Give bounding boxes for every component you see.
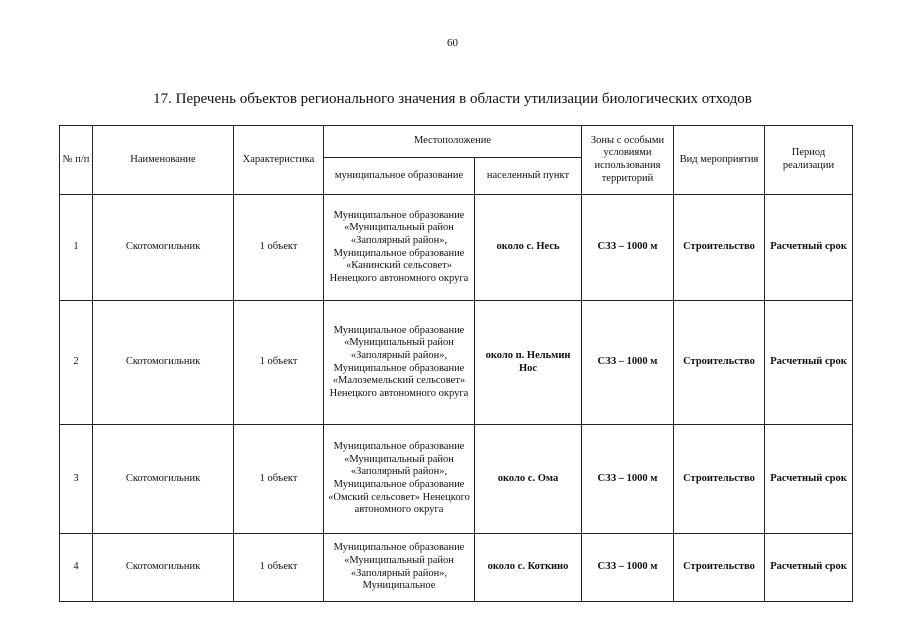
cell-settlement: около с. Несь [474, 194, 582, 301]
cell-num: 1 [59, 194, 93, 301]
header-activity: Вид мероприятия [673, 125, 765, 195]
table-row: 4 Скотомогильник 1 объект Муниципальное обр… [59, 533, 853, 602]
table-row: 1 Скотомогильник 1 объект Муниципальное обр… [59, 194, 853, 301]
page-title: 17. Перечень объектов регионального знач… [153, 91, 752, 107]
cell-characteristic: 1 объект [233, 300, 324, 425]
header-characteristic: Характеристика [233, 125, 324, 195]
cell-zones: СЗЗ – 1000 м [581, 194, 674, 301]
header-period: Период реализации [764, 125, 853, 195]
cell-period: Расчетный срок [764, 424, 853, 534]
cell-zones: СЗЗ – 1000 м [581, 533, 674, 602]
cell-period: Расчетный срок [764, 194, 853, 301]
cell-activity: Строительство [673, 533, 765, 602]
table-row: 2 Скотомогильник 1 объект Муниципальное обр… [59, 300, 853, 425]
cell-name: Скотомогильник [92, 424, 234, 534]
cell-characteristic: 1 объект [233, 424, 324, 534]
cell-period: Расчетный срок [764, 533, 853, 602]
header-location: Местоположение [323, 125, 582, 158]
cell-municipality: Муниципальное образование «Муниципальный… [323, 194, 475, 301]
header-zones: Зоны с особыми условиями использования т… [581, 125, 674, 195]
header-settlement: населенный пункт [474, 157, 582, 195]
cell-settlement: около с. Коткино [474, 533, 582, 602]
cell-municipality: Муниципальное образование «Муниципальный… [323, 300, 475, 425]
cell-period: Расчетный срок [764, 300, 853, 425]
cell-name: Скотомогильник [92, 194, 234, 301]
cell-num: 4 [59, 533, 93, 602]
cell-activity: Строительство [673, 300, 765, 425]
header-municipality: муниципальное образование [323, 157, 475, 195]
cell-num: 2 [59, 300, 93, 425]
cell-name: Скотомогильник [92, 300, 234, 425]
header-num: № п/п [59, 125, 93, 195]
cell-num: 3 [59, 424, 93, 534]
cell-characteristic: 1 объект [233, 533, 324, 602]
page-number: 60 [447, 37, 458, 49]
cell-zones: СЗЗ – 1000 м [581, 424, 674, 534]
table-row: 3 Скотомогильник 1 объект Муниципальное обр… [59, 424, 853, 534]
objects-table: № п/п Наименование Характеристика Местоп… [59, 125, 853, 602]
cell-characteristic: 1 объект [233, 194, 324, 301]
header-name: Наименование [92, 125, 234, 195]
cell-settlement: около с. Ома [474, 424, 582, 534]
cell-name: Скотомогильник [92, 533, 234, 602]
cell-zones: СЗЗ – 1000 м [581, 300, 674, 425]
cell-municipality: Муниципальное образование «Муниципальный… [323, 533, 475, 602]
cell-municipality: Муниципальное образование «Муниципальный… [323, 424, 475, 534]
cell-activity: Строительство [673, 194, 765, 301]
cell-activity: Строительство [673, 424, 765, 534]
cell-settlement: около п. Нельмин Нос [474, 300, 582, 425]
